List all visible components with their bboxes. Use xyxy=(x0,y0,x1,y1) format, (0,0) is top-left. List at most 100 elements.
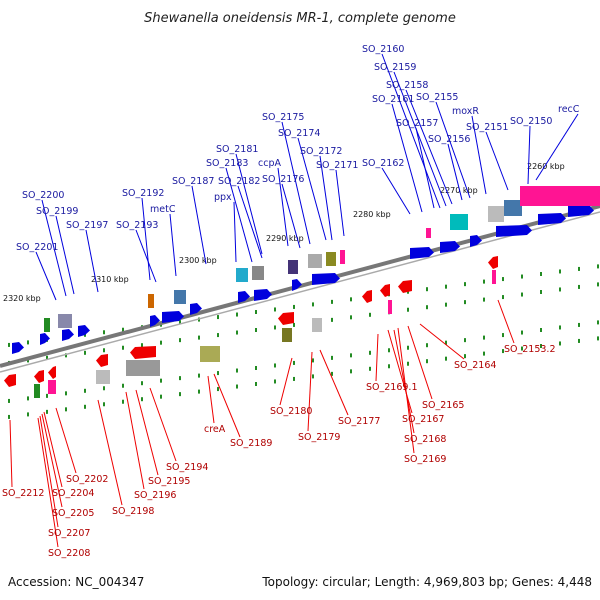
scale-tick xyxy=(559,325,561,330)
gene-label-reverse: SO_2153.2 xyxy=(504,344,556,355)
leader-line-reverse xyxy=(407,325,433,400)
scale-tick xyxy=(388,364,390,369)
genome-title: Shewanella oneidensis MR-1, complete gen… xyxy=(144,11,456,26)
feature-box xyxy=(340,250,345,264)
gene-label-reverse: SO_2179 xyxy=(298,432,340,443)
gene-label-forward: SO_2155 xyxy=(416,92,458,103)
forward-gene-arrow xyxy=(470,235,482,247)
gene-label-reverse: SO_2180 xyxy=(270,406,312,417)
leader-line-forward xyxy=(135,229,157,283)
scale-tick xyxy=(27,340,29,345)
feature-box xyxy=(312,318,322,332)
leader-line-forward xyxy=(233,201,237,263)
leader-line-forward xyxy=(415,127,435,209)
scale-tick xyxy=(65,391,67,396)
gene-label-forward: SO_2201 xyxy=(16,242,58,253)
feature-box xyxy=(282,328,292,342)
gene-label-forward: SO_2176 xyxy=(262,174,304,185)
scale-tick xyxy=(426,343,428,348)
scale-tick xyxy=(540,344,542,348)
scale-tick xyxy=(179,338,181,343)
gene-label-reverse: SO_2165 xyxy=(422,400,464,411)
leader-line-forward xyxy=(169,213,177,277)
scale-tick xyxy=(103,330,105,335)
gene-label-forward: ccpA xyxy=(258,158,281,169)
forward-gene-arrow xyxy=(62,329,74,341)
scale-label: 2280 kbp xyxy=(353,210,391,219)
scale-tick xyxy=(122,399,124,404)
gene-label-reverse: SO_2194 xyxy=(166,462,208,473)
gene-label-reverse: SO_2189 xyxy=(230,438,272,449)
leader-line-forward xyxy=(35,251,57,301)
scale-labels: 2260 kbp 2270 kbp 2280 kbp 2290 kbp 2300 kbp… xyxy=(3,162,565,303)
scale-label: 2290 kbp xyxy=(266,234,304,243)
leader-line-reverse xyxy=(37,417,59,548)
leader-line-reverse xyxy=(397,327,415,454)
scale-tick xyxy=(597,282,599,287)
scale-label: 2260 kbp xyxy=(527,162,565,171)
feature-box xyxy=(148,294,154,308)
gene-label-forward: SO_2192 xyxy=(122,188,164,199)
scale-tick xyxy=(293,322,295,327)
scale-tick xyxy=(502,333,504,338)
gene-label-forward: SO_2200 xyxy=(22,190,64,201)
scale-tick xyxy=(255,366,257,370)
scale-tick xyxy=(103,402,105,407)
gene-label-reverse: SO_2205 xyxy=(52,508,94,519)
scale-tick xyxy=(502,349,504,354)
scale-tick xyxy=(388,348,390,353)
scale-tick xyxy=(198,335,200,340)
scale-tick xyxy=(540,272,542,276)
gene-labels: SO_2201 SO_2200 SO_2199 SO_2197 SO_2193 SO_21… xyxy=(2,44,580,559)
gene-label-reverse: SO_2177 xyxy=(338,416,380,427)
scale-tick xyxy=(578,266,580,271)
leader-line-reverse xyxy=(149,387,177,462)
gene-label-forward: SO_2175 xyxy=(262,112,304,123)
scale-tick xyxy=(293,376,295,381)
leader-line-forward xyxy=(393,71,447,207)
scale-tick xyxy=(483,279,485,284)
scale-tick xyxy=(46,355,48,360)
scale-tick xyxy=(84,404,86,409)
forward-gene-arrow xyxy=(150,315,160,327)
feature-box xyxy=(492,270,496,284)
scale-tick xyxy=(8,414,10,419)
feature-box xyxy=(326,252,336,266)
scale-tick xyxy=(445,302,447,307)
scale-tick xyxy=(407,361,409,366)
gene-label-reverse: SO_2169.1 xyxy=(366,382,418,393)
scale-tick xyxy=(255,328,257,332)
scale-tick xyxy=(521,292,523,297)
scale-tick xyxy=(369,366,371,371)
scale-tick xyxy=(84,388,86,393)
leader-line-reverse xyxy=(97,399,123,506)
feature-box xyxy=(426,228,431,238)
scale-tick xyxy=(483,297,485,302)
feature-box xyxy=(48,380,56,394)
leader-line-forward xyxy=(281,121,311,245)
leader-line-forward xyxy=(535,113,579,181)
leader-line-forward xyxy=(391,103,423,213)
gene-label-reverse: SO_2195 xyxy=(148,476,190,487)
scale-tick xyxy=(217,371,219,376)
gene-label-forward: SO_2160 xyxy=(362,44,404,55)
gene-label-reverse: SO_2202 xyxy=(66,474,108,485)
gene-label-reverse: creA xyxy=(204,424,226,435)
reverse-gene-arrow xyxy=(130,346,156,359)
scale-tick xyxy=(217,315,219,320)
leader-line-forward xyxy=(85,229,99,293)
scale-tick xyxy=(464,282,466,287)
feature-box xyxy=(520,186,600,206)
genome-summary-text: Topology: circular; Length: 4,969,803 bp… xyxy=(261,575,592,589)
scale-tick xyxy=(293,360,295,365)
gene-label-reverse: SO_2208 xyxy=(48,548,90,559)
scale-tick xyxy=(65,353,67,358)
gene-label-forward: SO_2159 xyxy=(374,62,416,73)
forward-gene-arrow xyxy=(568,205,594,217)
leader-line-reverse xyxy=(393,329,415,434)
feature-box xyxy=(288,260,298,274)
scale-tick xyxy=(559,269,561,274)
leader-line-reverse xyxy=(125,391,145,490)
feature-box xyxy=(126,360,160,376)
scale-tick xyxy=(27,396,29,401)
